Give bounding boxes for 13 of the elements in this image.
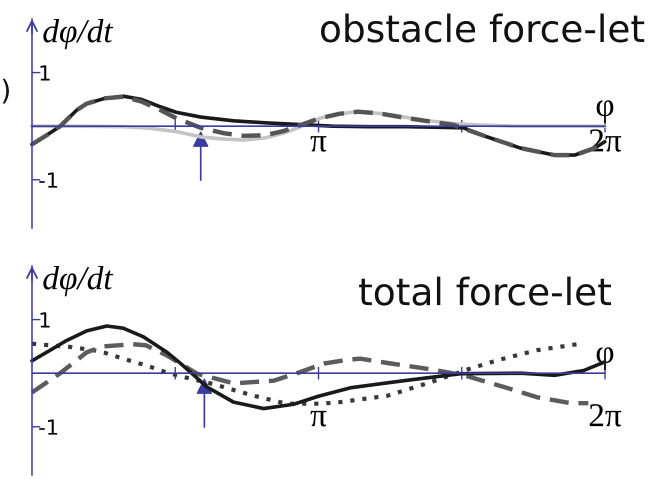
y-tick-label: 1: [40, 65, 50, 81]
x-tick-label: π: [310, 410, 326, 426]
chart-title: total force-let: [359, 276, 611, 306]
chart-title: obstacle force-let: [321, 13, 644, 43]
y-axis-title: dφ/dt: [43, 266, 114, 296]
x-tick-label: 2π: [590, 404, 622, 426]
x-tick-label: π: [310, 136, 326, 152]
y-tick-label: -1: [39, 172, 58, 188]
text: ): [2, 78, 9, 104]
y-axis-title: dφ/dt: [43, 19, 114, 50]
x-axis-title: φ: [596, 100, 614, 124]
y-tick-label: -1: [39, 419, 58, 435]
y-tick-label: 1: [40, 312, 50, 328]
